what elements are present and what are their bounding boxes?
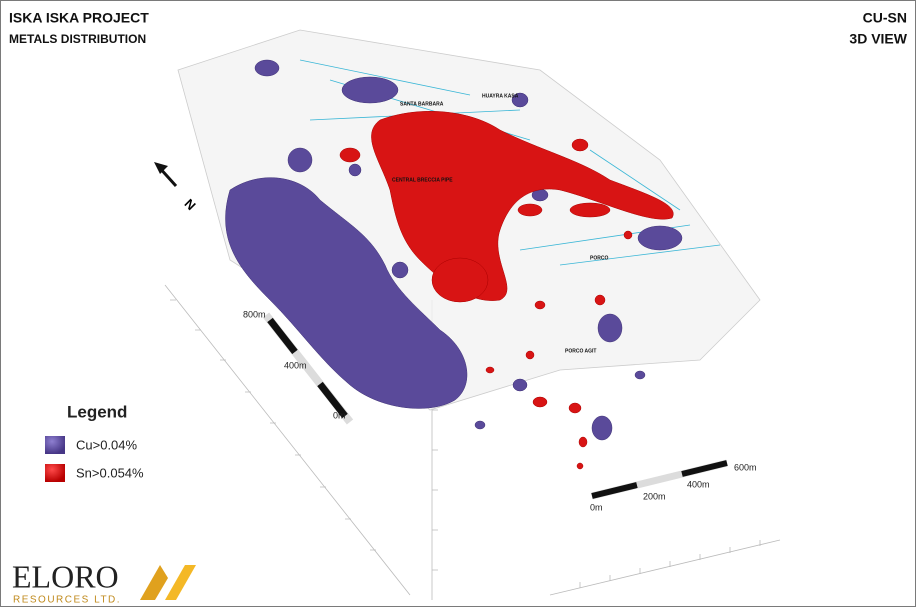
- scale-label: 800m: [243, 309, 266, 319]
- subtitle: METALS DISTRIBUTION: [9, 32, 146, 46]
- place-label: CENTRAL BRECCIA PIPE: [392, 177, 453, 183]
- legend-title: Legend: [67, 402, 127, 421]
- right-title: CU-SN: [863, 10, 907, 26]
- place-label: HUAYRA KASA: [482, 93, 519, 99]
- legend: Legend Cu>0.04% Sn>0.054%: [45, 402, 144, 482]
- scale-label: 400m: [284, 360, 307, 370]
- place-label: PORCO: [590, 255, 608, 261]
- logo: ELORO RESOURCES LTD.: [12, 558, 196, 606]
- scale-label: 600m: [734, 462, 757, 472]
- logo-tagline: RESOURCES LTD.: [13, 595, 121, 606]
- scale-label: 400m: [687, 479, 710, 489]
- title: ISKA ISKA PROJECT: [9, 10, 149, 26]
- scale-label: 200m: [643, 491, 666, 501]
- legend-label: Sn>0.054%: [76, 465, 144, 480]
- scale-label: 0m: [590, 502, 603, 512]
- legend-swatch: [45, 464, 65, 482]
- horizontal-scale: 0m 200m 400m 600m: [590, 459, 757, 512]
- place-label: PORCO AGIT: [565, 348, 596, 354]
- logo-name: ELORO: [12, 558, 119, 594]
- legend-swatch: [45, 436, 65, 454]
- place-labels: SANTA BARBARA HUAYRA KASA CENTRAL BRECCI…: [392, 93, 608, 354]
- scale-label: 0m: [333, 410, 346, 420]
- legend-label: Cu>0.04%: [76, 437, 138, 452]
- header: ISKA ISKA PROJECT METALS DISTRIBUTION CU…: [9, 10, 908, 47]
- vertical-scale: 800m 400m 0m: [243, 309, 354, 425]
- place-label: SANTA BARBARA: [400, 101, 444, 107]
- right-subtitle: 3D VIEW: [849, 31, 907, 47]
- sn-bodies: [339, 111, 674, 470]
